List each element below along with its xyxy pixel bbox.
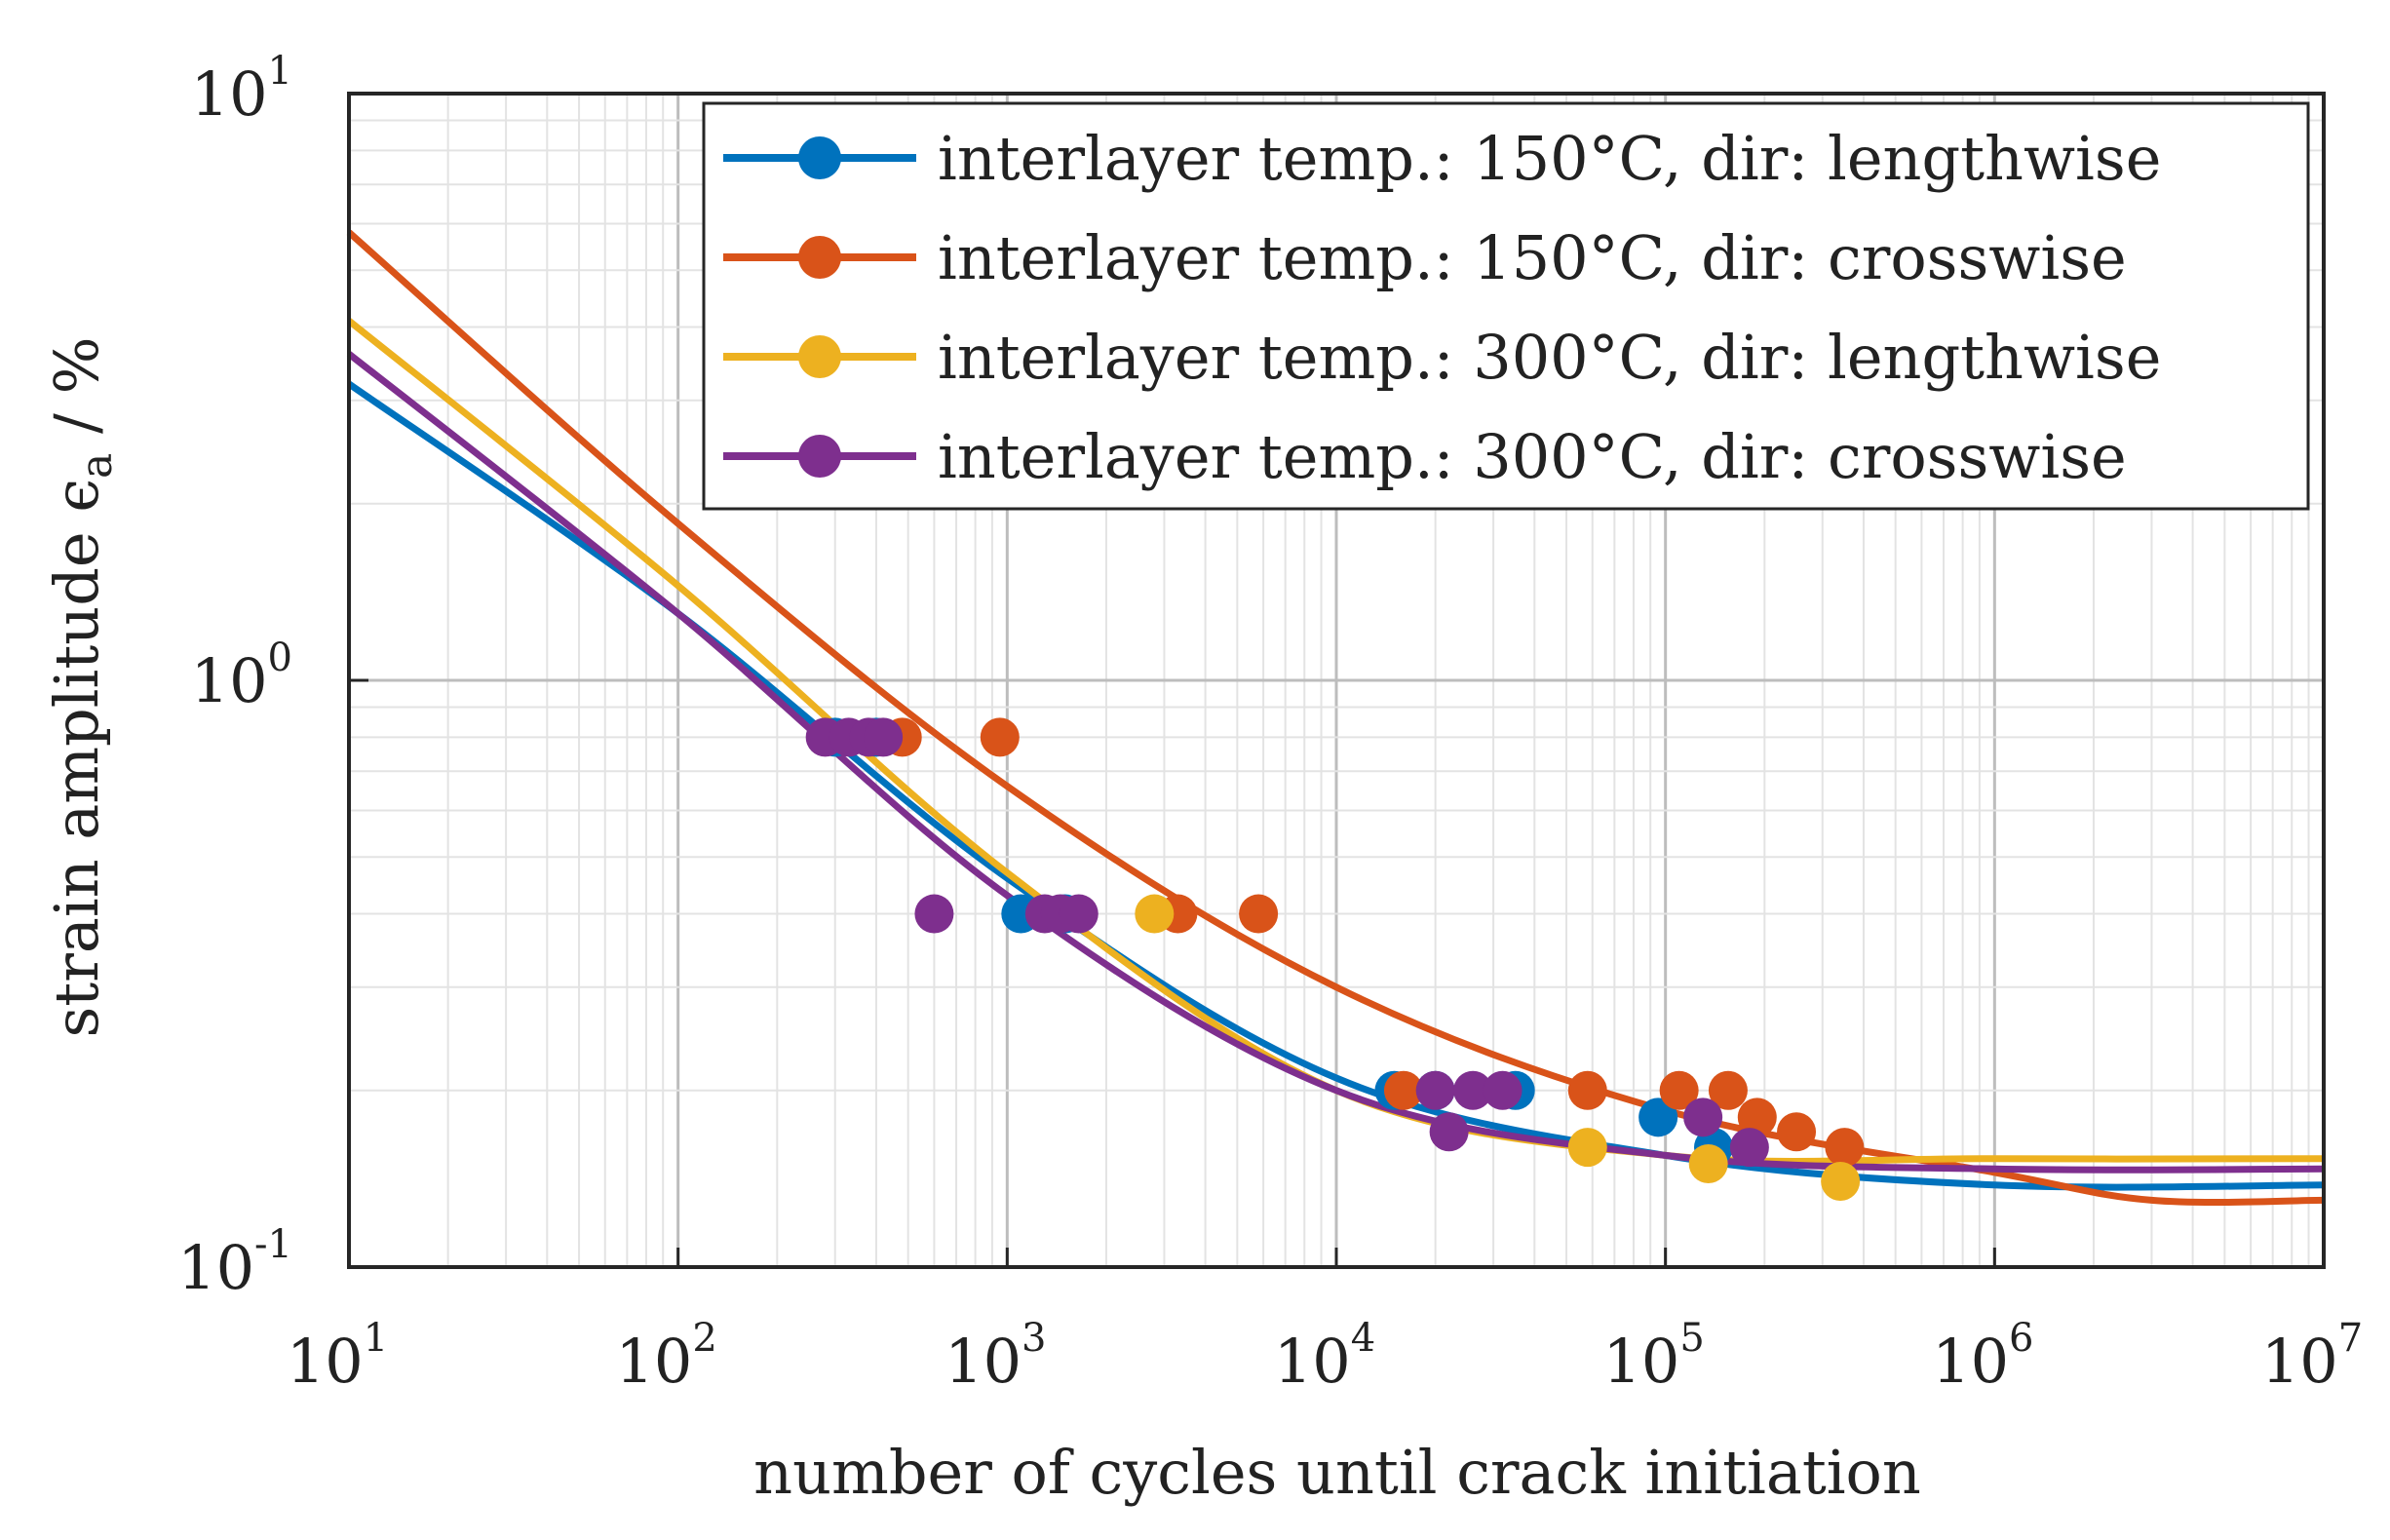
data-point-series-3 bbox=[1135, 894, 1175, 934]
x-tick-label: 101 bbox=[287, 1316, 388, 1397]
legend-label-series-4: interlayer temp.: 300°C, dir: crosswise bbox=[938, 421, 2127, 492]
x-tick-base: 10 bbox=[944, 1326, 1022, 1397]
data-point-series-2 bbox=[1659, 1070, 1699, 1110]
data-point-series-3 bbox=[1688, 1143, 1728, 1183]
x-tick-label: 106 bbox=[1932, 1316, 2033, 1397]
y-axis-title-main: strain amplitude bbox=[41, 513, 112, 1038]
legend-label-series-2: interlayer temp.: 150°C, dir: crosswise bbox=[938, 222, 2127, 293]
data-point-series-4 bbox=[1683, 1097, 1723, 1137]
data-point-series-3 bbox=[1567, 1128, 1607, 1168]
legend: interlayer temp.: 150°C, dir: lengthwise… bbox=[702, 101, 2310, 511]
y-axis-title: strain amplitude ϵa / % bbox=[41, 336, 122, 1037]
y-tick-exponent: 0 bbox=[268, 635, 292, 680]
legend-marker-series-2 bbox=[798, 236, 841, 279]
legend-marker-series-4 bbox=[798, 435, 841, 478]
x-tick-label: 107 bbox=[2261, 1316, 2363, 1397]
y-tick-base: 10 bbox=[191, 645, 268, 716]
x-tick-exponent: 7 bbox=[2338, 1316, 2363, 1361]
legend-box bbox=[702, 101, 2310, 511]
data-point-series-4 bbox=[1429, 1112, 1469, 1152]
x-tick-base: 10 bbox=[615, 1326, 692, 1397]
x-tick-exponent: 6 bbox=[2009, 1316, 2033, 1361]
y-axis-title-symbol: ϵ bbox=[41, 479, 112, 513]
legend-label-series-3: interlayer temp.: 300°C, dir: lengthwise bbox=[938, 322, 2161, 393]
y-tick-base: 10 bbox=[177, 1232, 254, 1303]
fit-curve-series-2 bbox=[346, 229, 2325, 1207]
y-tick-label: 10-1 bbox=[177, 1222, 292, 1303]
x-tick-base: 10 bbox=[287, 1326, 364, 1397]
grid bbox=[349, 94, 2324, 1267]
x-tick-exponent: 3 bbox=[1022, 1316, 1046, 1361]
data-point-series-2 bbox=[1239, 894, 1279, 934]
data-point-series-2 bbox=[1825, 1128, 1865, 1168]
x-tick-label: 105 bbox=[1602, 1316, 1704, 1397]
data-point-series-2 bbox=[1383, 1070, 1423, 1110]
data-point-series-4 bbox=[1483, 1070, 1523, 1110]
x-tick-exponent: 1 bbox=[364, 1316, 388, 1361]
x-tick-label: 103 bbox=[944, 1316, 1046, 1397]
data-point-series-4 bbox=[1453, 1070, 1493, 1110]
data-point-series-2 bbox=[1777, 1112, 1817, 1152]
data-point-series-3 bbox=[1821, 1162, 1861, 1202]
y-tick-exponent: 1 bbox=[268, 49, 292, 94]
data-point-series-4 bbox=[864, 717, 904, 757]
y-tick-label: 100 bbox=[191, 635, 292, 716]
fit-curves bbox=[346, 229, 2325, 1207]
data-point-series-1 bbox=[1638, 1097, 1678, 1137]
x-tick-exponent: 5 bbox=[1679, 1316, 1704, 1361]
legend-marker-series-3 bbox=[798, 335, 841, 378]
data-point-series-2 bbox=[980, 717, 1020, 757]
x-tick-label: 102 bbox=[615, 1316, 716, 1397]
fit-curve-series-4 bbox=[346, 351, 2325, 1174]
x-tick-exponent: 4 bbox=[1351, 1316, 1375, 1361]
x-axis-title: number of cycles until crack initiation bbox=[753, 1437, 1921, 1508]
y-tick-base: 10 bbox=[191, 58, 268, 130]
data-point-series-2 bbox=[1567, 1070, 1607, 1110]
x-tick-base: 10 bbox=[2261, 1326, 2338, 1397]
x-tick-exponent: 2 bbox=[692, 1316, 716, 1361]
x-tick-base: 10 bbox=[1932, 1326, 2009, 1397]
y-axis-title-subscript: a bbox=[72, 453, 122, 479]
data-point-series-4 bbox=[1415, 1070, 1455, 1110]
legend-marker-series-1 bbox=[798, 136, 841, 179]
data-point-series-2 bbox=[1737, 1097, 1777, 1137]
data-point-series-4 bbox=[1059, 894, 1099, 934]
x-tick-base: 10 bbox=[1274, 1326, 1351, 1397]
y-tick-label: 101 bbox=[191, 49, 292, 130]
x-tick-label: 104 bbox=[1274, 1316, 1375, 1397]
y-tick-exponent: -1 bbox=[254, 1222, 292, 1267]
data-points bbox=[805, 717, 1865, 1202]
x-tick-base: 10 bbox=[1602, 1326, 1679, 1397]
data-point-series-2 bbox=[1708, 1070, 1748, 1110]
legend-label-series-1: interlayer temp.: 150°C, dir: lengthwise bbox=[938, 123, 2161, 194]
x-axis-ticks: 101 102 103 104 105 106 107 bbox=[287, 1248, 2363, 1397]
data-point-series-4 bbox=[1729, 1128, 1769, 1168]
y-axis-title-unit: / % bbox=[41, 336, 112, 452]
data-point-series-4 bbox=[914, 894, 954, 934]
